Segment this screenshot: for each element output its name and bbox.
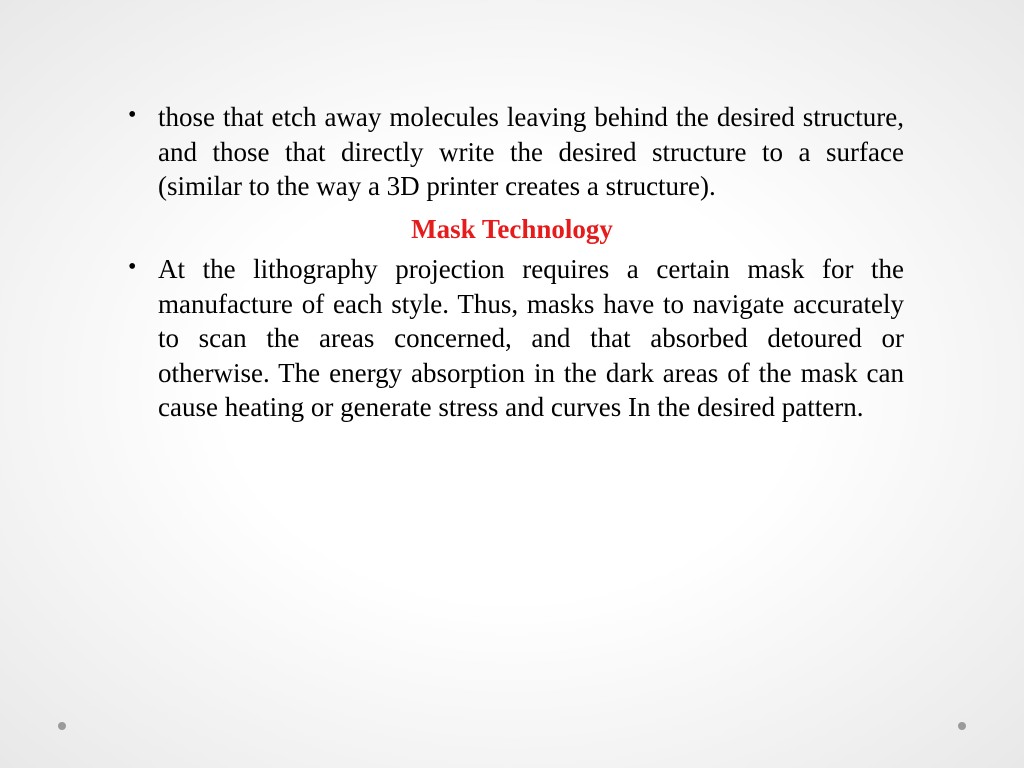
section-heading: Mask Technology (120, 212, 904, 247)
bullet-text: At the lithography projection requires a… (158, 254, 904, 422)
slide: those that etch away molecules leaving b… (0, 0, 1024, 768)
bullet-list: those that etch away molecules leaving b… (120, 100, 904, 204)
bullet-list: At the lithography projection requires a… (120, 252, 904, 425)
decor-dot-left-icon (58, 722, 66, 730)
bullet-text: those that etch away molecules leaving b… (158, 102, 904, 201)
decor-dot-right-icon (958, 722, 966, 730)
list-item: At the lithography projection requires a… (120, 252, 904, 425)
slide-content: those that etch away molecules leaving b… (120, 100, 904, 425)
list-item: those that etch away molecules leaving b… (120, 100, 904, 204)
